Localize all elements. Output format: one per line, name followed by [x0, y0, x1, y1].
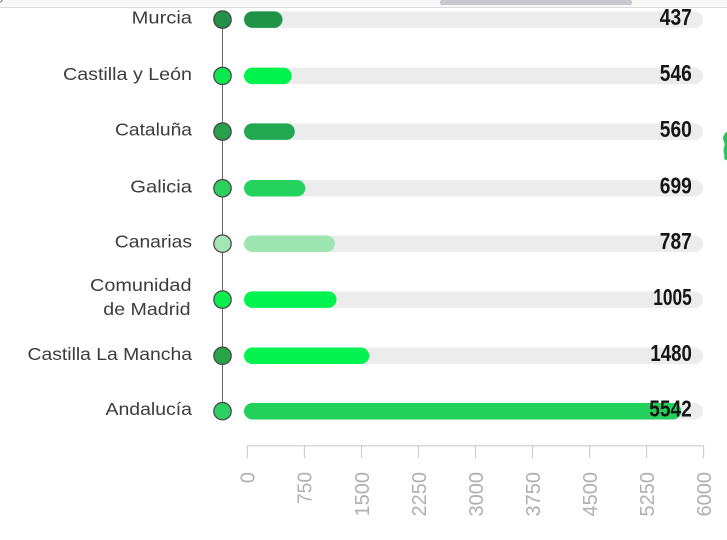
- svg-text:Andalucía: Andalucía: [106, 399, 193, 419]
- svg-text:3000: 3000: [466, 472, 488, 517]
- svg-text:Murcia: Murcia: [132, 8, 193, 28]
- svg-text:5542: 5542: [649, 395, 692, 421]
- svg-text:1500: 1500: [352, 472, 374, 517]
- svg-text:0: 0: [238, 472, 260, 483]
- svg-text:546: 546: [660, 60, 692, 86]
- svg-text:699: 699: [660, 173, 692, 199]
- svg-text:Castilla La Mancha: Castilla La Mancha: [28, 344, 193, 364]
- svg-text:2250: 2250: [409, 472, 431, 517]
- svg-text:5250: 5250: [637, 472, 659, 517]
- svg-text:4500: 4500: [580, 472, 602, 517]
- svg-text:560: 560: [660, 116, 692, 142]
- svg-text:750: 750: [295, 472, 317, 504]
- svg-text:Canarias: Canarias: [115, 232, 192, 252]
- svg-text:437: 437: [660, 4, 692, 30]
- svg-text:Castilla y León: Castilla y León: [63, 64, 192, 84]
- svg-text:Galicia: Galicia: [130, 176, 192, 196]
- svg-text:Comunidad: Comunidad: [90, 275, 192, 295]
- svg-text:de Madrid: de Madrid: [103, 299, 190, 319]
- svg-text:1005: 1005: [653, 284, 692, 310]
- svg-text:6000: 6000: [694, 472, 716, 517]
- svg-text:Cataluña: Cataluña: [115, 120, 192, 140]
- svg-text:787: 787: [660, 228, 692, 254]
- svg-text:1480: 1480: [650, 340, 691, 366]
- svg-text:3750: 3750: [523, 472, 545, 517]
